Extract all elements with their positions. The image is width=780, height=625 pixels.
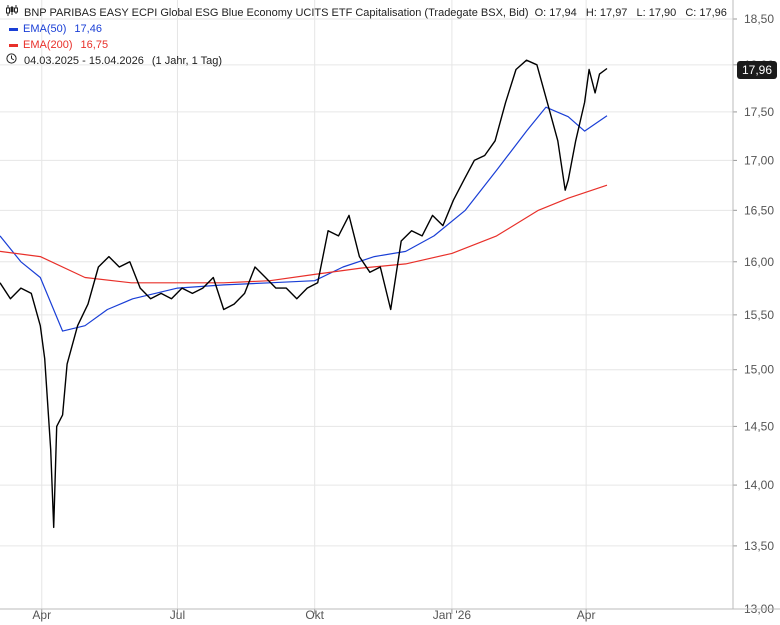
chart-header: BNP PARIBAS EASY ECPI Global ESG Blue Ec… [6, 5, 727, 69]
ema-50-line [0, 106, 608, 332]
last-price-tag: 17,96 [737, 61, 777, 79]
date-range: 04.03.2025 - 15.04.2026 [24, 55, 144, 67]
price-line [0, 59, 608, 529]
legend-ema200[interactable]: EMA(200) 16,75 [6, 37, 727, 53]
chart-grid [0, 0, 733, 610]
x-tick-label: Okt [305, 608, 324, 622]
ema50-label: EMA(50) [23, 23, 67, 35]
y-tick-label: 14,50 [744, 419, 774, 433]
y-tick-label: 15,50 [744, 308, 774, 322]
close-value: C: 17,96 [685, 7, 727, 19]
ema200-swatch [9, 43, 18, 47]
ema200-value: 16,75 [80, 39, 109, 51]
ema50-value: 17,46 [74, 23, 102, 35]
y-tick-label: 17,50 [744, 105, 774, 119]
title-row: BNP PARIBAS EASY ECPI Global ESG Blue Ec… [6, 5, 727, 21]
open-value: O: 17,94 [534, 7, 577, 19]
y-tick-label: 18,50 [744, 12, 774, 26]
clock-icon [6, 53, 20, 69]
y-tick-label: 14,00 [744, 478, 774, 492]
low-value: L: 17,90 [636, 7, 677, 19]
y-tick-label: 15,00 [744, 363, 774, 377]
candlestick-chart-icon[interactable] [6, 5, 20, 21]
ema200-label: EMA(200) [23, 39, 73, 51]
y-tick-label: 16,00 [744, 255, 774, 269]
range-row: 04.03.2025 - 15.04.2026 (1 Jahr, 1 Tag) [6, 53, 727, 69]
x-tick-label: Jan '26 [433, 608, 472, 622]
x-tick-label: Jul [170, 608, 185, 622]
ema50-swatch [9, 27, 18, 31]
chart-series [0, 59, 608, 529]
high-value: H: 17,97 [585, 7, 628, 19]
y-tick-label: 13,50 [744, 539, 774, 553]
ohlc-values: O: 17,94 H: 17,97 L: 17,90 C: 17,96 [529, 5, 727, 21]
y-tick-label: 16,50 [744, 203, 774, 217]
x-tick-label: Apr [577, 608, 596, 622]
interval-label: (1 Jahr, 1 Tag) [151, 55, 223, 67]
ema-200-line [0, 184, 608, 284]
instrument-title: BNP PARIBAS EASY ECPI Global ESG Blue Ec… [24, 7, 529, 19]
y-tick-label: 17,00 [744, 153, 774, 167]
legend-ema50[interactable]: EMA(50) 17,46 [6, 21, 727, 37]
x-tick-label: Apr [32, 608, 51, 622]
